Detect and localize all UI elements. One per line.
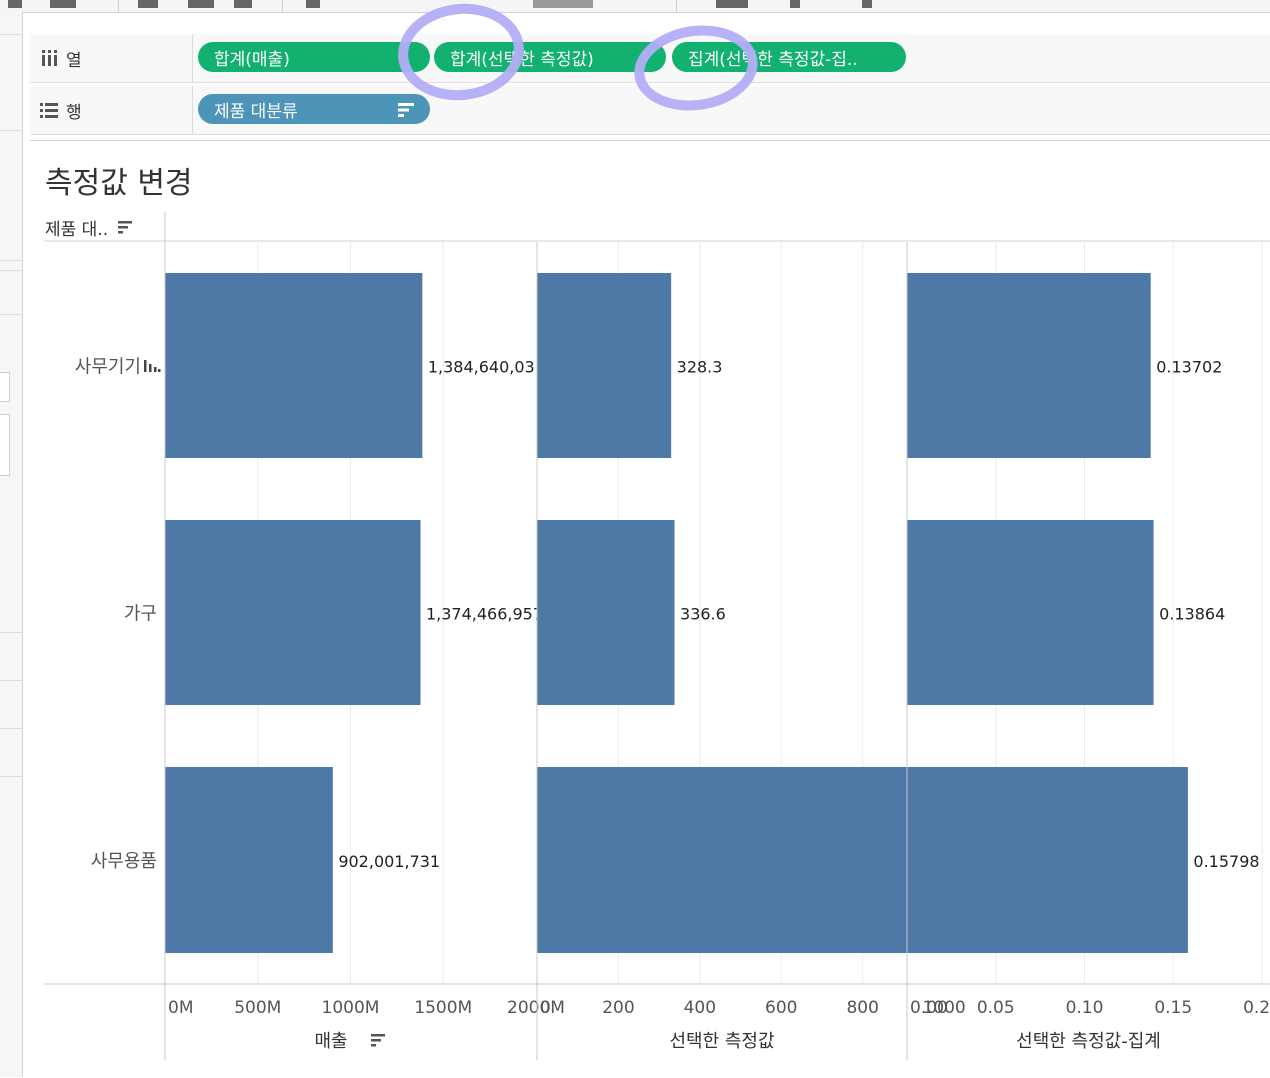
data-label: 0.13702: [1156, 358, 1222, 377]
row-header-sort-icon[interactable]: [118, 221, 132, 234]
bar: [537, 273, 672, 458]
tick-label: 2000M: [507, 998, 565, 1018]
pill-label: 집계(선택한 측정값-집..: [688, 49, 858, 70]
column-pill-selected-measure[interactable]: 합계(선택한 측정값): [434, 42, 666, 72]
tick-label: 0.05: [977, 998, 1015, 1018]
bar: [907, 520, 1154, 705]
pill-label: 합계(매출): [214, 49, 290, 70]
sort-descending-icon[interactable]: [398, 102, 414, 122]
axis-title: 선택한 측정값: [669, 1031, 774, 1052]
tick-label: 0.15: [1154, 998, 1192, 1018]
data-label: 0.15798: [1193, 852, 1259, 871]
tick-label: 1000M: [322, 998, 380, 1018]
tick-label: 800: [846, 998, 878, 1018]
tick-label: 1000: [922, 998, 965, 1018]
columns-shelf-label: 열: [30, 34, 193, 82]
axis-sort-icon: [371, 1034, 385, 1037]
row-category-label: 사무용품: [91, 851, 157, 872]
tick-label: 0.10: [1066, 998, 1104, 1018]
fit-dropdown[interactable]: [533, 0, 593, 8]
data-label: 328.3: [677, 358, 723, 377]
tick-label: 200: [602, 998, 634, 1018]
rows-icon: [40, 101, 58, 119]
sort-desc-icon[interactable]: [234, 0, 252, 8]
data-label: 1,374,466,957: [426, 605, 543, 624]
columns-label: 열: [66, 50, 82, 71]
tick-label: 0: [540, 998, 551, 1018]
pill-label: 합계(선택한 측정값): [450, 49, 594, 70]
data-label: 1,384,640,031: [428, 358, 545, 377]
toolbar-icon[interactable]: [8, 0, 22, 8]
mini-bar-icon: [144, 360, 147, 372]
column-pill-selected-measure-aggregate[interactable]: 집계(선택한 측정값-집..: [672, 42, 906, 72]
axis-sort-icon: [371, 1044, 376, 1047]
swap-icon[interactable]: [138, 0, 158, 8]
bar: [907, 767, 1188, 953]
row-category-label: 가구: [124, 604, 157, 625]
left-side-pane: [0, 12, 23, 1077]
axis-title: 선택한 측정값-집계: [1016, 1031, 1161, 1052]
mini-bar-icon: [149, 364, 152, 372]
show-me-icon[interactable]: [862, 0, 872, 8]
pill-label: 제품 대분류: [214, 101, 298, 122]
tick-label: 600: [765, 998, 797, 1018]
rows-shelf[interactable]: 행 제품 대분류: [30, 86, 1270, 135]
axis-sort-icon: [371, 1039, 381, 1042]
sort-asc-icon[interactable]: [188, 0, 214, 8]
share-icon[interactable]: [790, 0, 800, 8]
tick-label: 1500M: [414, 998, 472, 1018]
view-title: 측정값 변경: [45, 166, 193, 201]
row-category-label: 사무기기: [75, 357, 141, 378]
bar: [165, 767, 333, 953]
row-header-label: 제품 대..: [45, 220, 108, 240]
data-label: 336.6: [680, 605, 726, 624]
columns-shelf[interactable]: 열 합계(매출) 합계(선택한 측정값) 집계(선택한 측정값-집..: [30, 34, 1270, 83]
row-pill-product-category[interactable]: 제품 대분류: [198, 94, 430, 124]
bar: [907, 273, 1151, 458]
tick-label: 0M: [168, 998, 193, 1018]
rows-shelf-label: 행: [30, 86, 193, 134]
tick-label: 0.20: [1243, 998, 1270, 1018]
tick-label: 500M: [234, 998, 281, 1018]
highlight-icon[interactable]: [306, 0, 320, 8]
bar: [165, 520, 421, 705]
mini-bar-icon: [154, 367, 157, 372]
data-label: 0.13864: [1159, 605, 1225, 624]
mini-bar-icon: [158, 369, 161, 372]
presentation-icon[interactable]: [716, 0, 748, 8]
tick-label: 400: [684, 998, 716, 1018]
clear-sheet-icon[interactable]: [50, 0, 76, 8]
toolbar: [0, 0, 1270, 13]
tick-label: 0.00: [910, 998, 948, 1018]
data-label: 902,001,731: [338, 852, 440, 871]
bar: [165, 273, 423, 458]
column-pill-sales[interactable]: 합계(매출): [198, 42, 430, 72]
bar: [537, 520, 675, 705]
bar: [537, 767, 935, 953]
rows-label: 행: [66, 102, 82, 123]
columns-icon: [40, 49, 58, 67]
axis-title: 매출: [314, 1031, 347, 1052]
